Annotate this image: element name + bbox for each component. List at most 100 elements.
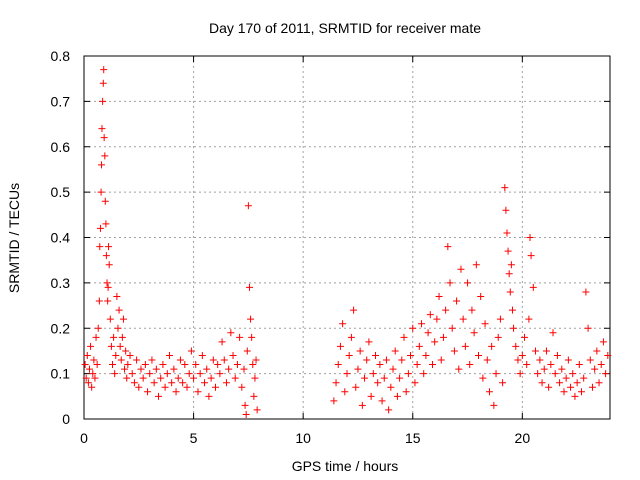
- data-point: [525, 315, 533, 323]
- data-point: [209, 356, 217, 364]
- data-point: [496, 315, 504, 323]
- data-point: [248, 333, 256, 341]
- y-tick-label: 0.1: [51, 366, 71, 382]
- data-point: [580, 374, 588, 382]
- data-point: [538, 379, 546, 387]
- data-point: [183, 383, 191, 391]
- data-point: [591, 365, 599, 373]
- data-point: [526, 234, 534, 241]
- data-point: [556, 379, 564, 387]
- data-point: [356, 347, 364, 355]
- data-point: [582, 288, 590, 296]
- data-point: [96, 243, 104, 251]
- data-point: [588, 383, 596, 391]
- data-point: [121, 365, 129, 373]
- data-point: [371, 351, 379, 359]
- data-point: [604, 351, 612, 359]
- data-point: [505, 270, 513, 278]
- data-point: [179, 379, 187, 387]
- data-point: [468, 306, 476, 314]
- x-tick-label: 15: [405, 430, 421, 446]
- data-point: [176, 356, 184, 364]
- data-point: [84, 379, 92, 387]
- data-point: [101, 152, 109, 160]
- data-point: [510, 324, 518, 332]
- data-point: [137, 365, 145, 373]
- data-point: [107, 342, 115, 350]
- data-point: [514, 356, 522, 364]
- data-point: [578, 388, 586, 396]
- data-point: [391, 347, 399, 355]
- data-point: [595, 379, 603, 387]
- data-point: [507, 261, 515, 269]
- data-point: [569, 370, 577, 378]
- data-point: [104, 297, 112, 305]
- data-point: [157, 374, 165, 382]
- data-point: [128, 370, 136, 378]
- data-point: [103, 279, 111, 287]
- data-point: [503, 229, 511, 237]
- data-point: [227, 329, 235, 337]
- data-point: [233, 361, 241, 369]
- data-point: [238, 383, 246, 391]
- data-point: [448, 324, 456, 332]
- data-point: [87, 342, 95, 350]
- data-point: [123, 374, 131, 382]
- data-point: [122, 347, 130, 355]
- data-point: [152, 365, 160, 373]
- grid: [84, 56, 610, 419]
- data-point: [112, 351, 120, 359]
- data-point: [100, 134, 108, 142]
- y-tick-label: 0: [62, 411, 70, 427]
- data-point: [190, 374, 198, 382]
- data-point: [83, 351, 91, 359]
- data-point: [350, 306, 358, 314]
- data-point: [536, 356, 544, 364]
- data-point: [110, 333, 118, 341]
- data-point: [119, 315, 127, 323]
- data-point: [105, 261, 113, 269]
- data-point: [205, 392, 213, 400]
- data-point: [547, 361, 555, 369]
- data-point: [334, 361, 342, 369]
- data-point: [529, 283, 537, 291]
- data-point: [409, 324, 417, 332]
- data-point: [192, 361, 200, 369]
- data-point: [106, 315, 114, 323]
- data-point: [133, 356, 141, 364]
- data-point: [464, 279, 472, 287]
- x-tick-label: 10: [295, 430, 311, 446]
- data-point: [130, 379, 138, 387]
- data-point: [470, 329, 478, 337]
- data-point: [584, 324, 592, 332]
- data-point: [382, 356, 390, 364]
- data-point: [341, 388, 349, 396]
- data-point: [431, 338, 439, 346]
- data-point: [549, 329, 557, 337]
- x-tick-label: 20: [515, 430, 531, 446]
- data-point: [220, 356, 228, 364]
- data-point: [540, 365, 548, 373]
- data-point: [139, 374, 147, 382]
- data-point: [450, 347, 458, 355]
- data-point: [201, 379, 209, 387]
- data-point: [446, 279, 454, 287]
- data-point: [108, 361, 116, 369]
- data-point: [252, 356, 260, 364]
- data-point: [433, 315, 441, 323]
- data-point: [253, 406, 261, 414]
- data-point: [564, 356, 572, 364]
- data-point: [229, 351, 237, 359]
- data-point: [244, 202, 252, 210]
- data-point: [488, 342, 496, 350]
- data-point: [444, 243, 452, 251]
- data-point: [558, 365, 566, 373]
- data-point: [245, 283, 253, 291]
- data-point: [369, 370, 377, 378]
- data-point: [81, 361, 89, 369]
- data-point: [96, 224, 104, 232]
- ticks: 0 0.1 0.2 0.3 0.4 0.5 0.6 0.7 0.8 0 5 10 15 20: [51, 48, 610, 446]
- data-point: [413, 361, 421, 369]
- data-point: [502, 206, 510, 214]
- data-point: [225, 365, 233, 373]
